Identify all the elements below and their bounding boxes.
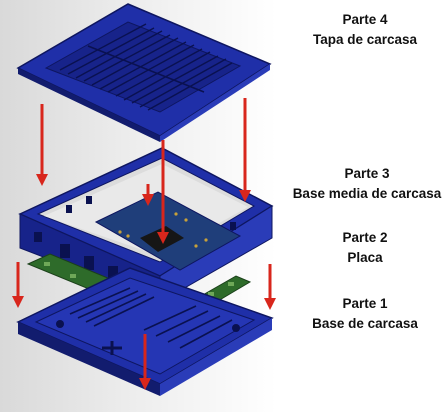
assembly-arrows	[11, 98, 276, 390]
base-vent-slots	[69, 287, 233, 349]
base-cross-mark	[102, 341, 122, 355]
label-part-3: Parte 3 Base media de carcasa	[282, 164, 446, 204]
part-3-number: Parte 3	[344, 166, 390, 181]
part-2-name: Placa	[347, 250, 383, 265]
lid-part-4	[16, 3, 272, 142]
part-1-name: Base de carcasa	[312, 316, 418, 331]
label-part-4: Parte 4 Tapa de carcasa	[280, 10, 446, 50]
part-1-number: Parte 1	[342, 296, 388, 311]
part-4-name: Tapa de carcasa	[312, 32, 418, 47]
base-part-1	[16, 267, 274, 396]
part-2-number: Parte 2	[342, 230, 388, 245]
label-part-2: Parte 2 Placa	[280, 228, 446, 268]
label-part-1: Parte 1 Base de carcasa	[280, 294, 446, 334]
part-3-name: Base media de carcasa	[292, 186, 442, 201]
part-4-number: Parte 4	[342, 12, 388, 27]
